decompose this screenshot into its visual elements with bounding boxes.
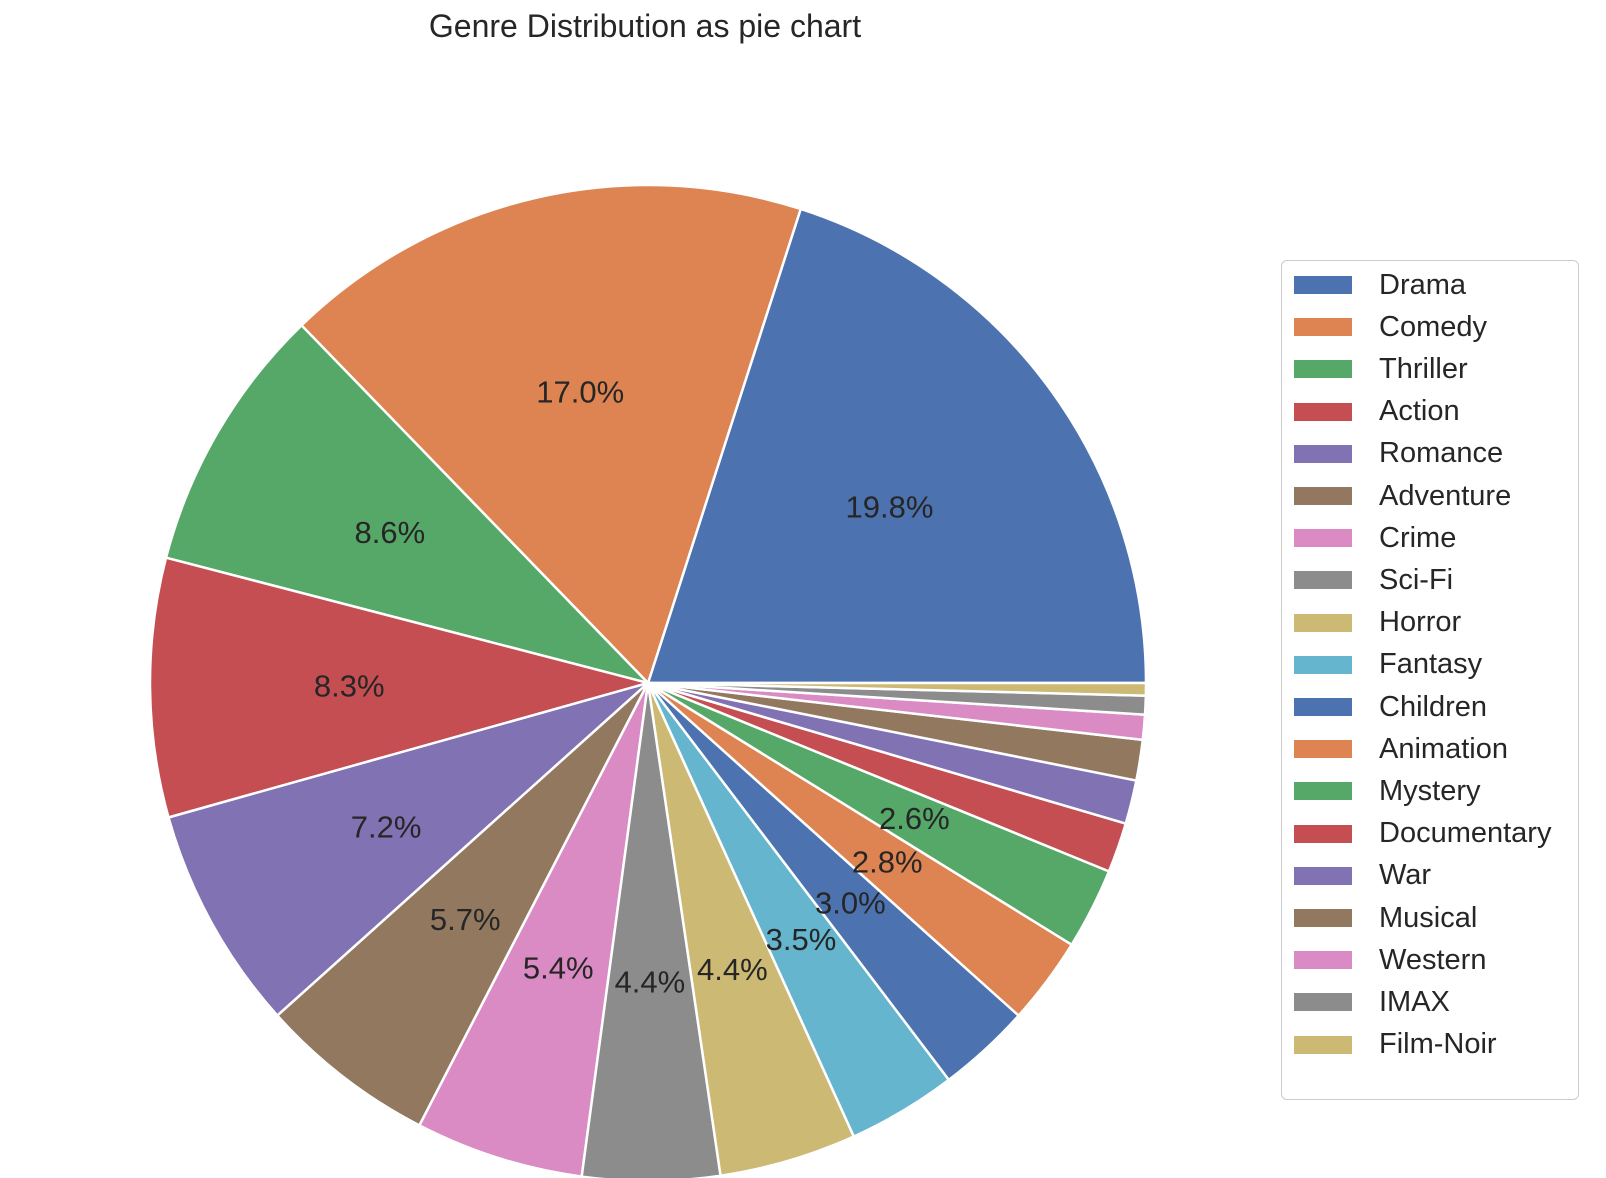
pct-label-mystery: 2.6% (879, 801, 950, 836)
legend-swatch (1294, 360, 1352, 379)
legend-item-sci-fi: Sci-Fi (1294, 560, 1453, 600)
legend-item-documentary: Documentary (1294, 814, 1551, 854)
legend-label: Musical (1379, 901, 1478, 934)
legend-item-fantasy: Fantasy (1294, 645, 1482, 685)
slice-comedy (300, 183, 802, 685)
legend-swatch (1294, 782, 1352, 801)
pct-label-action: 8.3% (314, 668, 385, 703)
legend-swatch (1294, 1035, 1352, 1054)
legend-item-film-noir: Film-Noir (1294, 1025, 1497, 1065)
legend-item-children: Children (1294, 687, 1487, 727)
legend-label: War (1379, 859, 1432, 892)
pct-label-crime: 5.4% (523, 950, 594, 985)
legend-item-horror: Horror (1294, 603, 1461, 643)
legend-label: Film-Noir (1379, 1028, 1497, 1061)
legend-item-adventure: Adventure (1294, 476, 1511, 516)
slice-crime (418, 681, 650, 1178)
legend-swatch (1294, 402, 1352, 421)
legend-item-musical: Musical (1294, 898, 1477, 938)
legend-item-drama: Drama (1294, 265, 1466, 305)
legend-label: Animation (1379, 732, 1508, 765)
legend-label: Fantasy (1379, 648, 1483, 681)
legend: Drama Comedy Thriller Action Romance Adventur… (1281, 260, 1579, 1100)
legend-label: Western (1379, 943, 1487, 976)
legend-swatch (1294, 613, 1352, 632)
chart-title: Genre Distribution as pie chart (428, 8, 862, 44)
legend-swatch (1294, 444, 1352, 463)
pct-label-fantasy: 3.5% (766, 922, 837, 957)
pct-label-adventure: 5.7% (430, 902, 501, 937)
legend-swatch (1294, 276, 1352, 294)
legend-label: Sci-Fi (1379, 563, 1454, 596)
legend-label: Action (1379, 395, 1460, 428)
legend-swatch (1294, 740, 1352, 759)
slice-action (148, 556, 650, 819)
slice-romance (167, 681, 650, 1017)
legend-swatch (1294, 824, 1352, 843)
legend-label: Horror (1379, 606, 1462, 639)
legend-item-imax: IMAX (1294, 982, 1450, 1022)
legend-label: Adventure (1379, 479, 1512, 512)
legend-item-thriller: Thriller (1294, 349, 1468, 389)
pct-label-comedy: 17.0% (536, 375, 624, 410)
legend-item-action: Action (1294, 392, 1460, 432)
pct-label-animation: 2.8% (852, 845, 923, 880)
legend-item-war: War (1294, 856, 1431, 896)
legend-item-romance: Romance (1294, 434, 1503, 474)
legend-swatch (1294, 529, 1352, 548)
legend-swatch (1294, 909, 1352, 927)
legend-label: Comedy (1379, 310, 1487, 343)
legend-label: Thriller (1379, 352, 1468, 385)
pct-label-children: 3.0% (815, 885, 886, 920)
legend-item-animation: Animation (1294, 729, 1508, 769)
legend-swatch (1294, 571, 1352, 590)
slice-adventure (276, 681, 650, 1127)
legend-swatch (1294, 655, 1352, 674)
slice-drama (646, 207, 1148, 685)
legend-swatch (1294, 487, 1352, 505)
legend-swatch (1294, 318, 1352, 337)
pct-label-sci-fi: 4.4% (615, 964, 686, 999)
legend-item-mystery: Mystery (1294, 771, 1481, 811)
legend-label: Children (1379, 690, 1487, 723)
legend-swatch (1294, 698, 1352, 716)
pct-label-thriller: 8.6% (355, 515, 426, 550)
legend-swatch (1294, 866, 1352, 885)
legend-swatch (1294, 951, 1352, 970)
legend-swatch (1294, 993, 1352, 1012)
pct-label-horror: 4.4% (697, 952, 768, 987)
legend-label: Romance (1379, 437, 1504, 470)
legend-label: Crime (1379, 521, 1457, 554)
pie-chart: 19.8%17.0%8.6%8.3%7.2%5.7%5.4% 4.4% 4.4%3.… (148, 183, 1148, 1178)
legend-label: Drama (1379, 268, 1467, 301)
legend-label: Documentary (1379, 817, 1552, 850)
legend-item-western: Western (1294, 940, 1486, 980)
legend-label: Mystery (1379, 774, 1481, 807)
slice-thriller (164, 324, 650, 685)
legend-item-comedy: Comedy (1294, 307, 1487, 347)
legend-label: IMAX (1379, 985, 1450, 1018)
pct-label-drama: 19.8% (846, 490, 934, 525)
legend-item-crime: Crime (1294, 518, 1456, 558)
slice-film-noir (646, 681, 1148, 697)
pct-label-romance: 7.2% (351, 809, 422, 844)
